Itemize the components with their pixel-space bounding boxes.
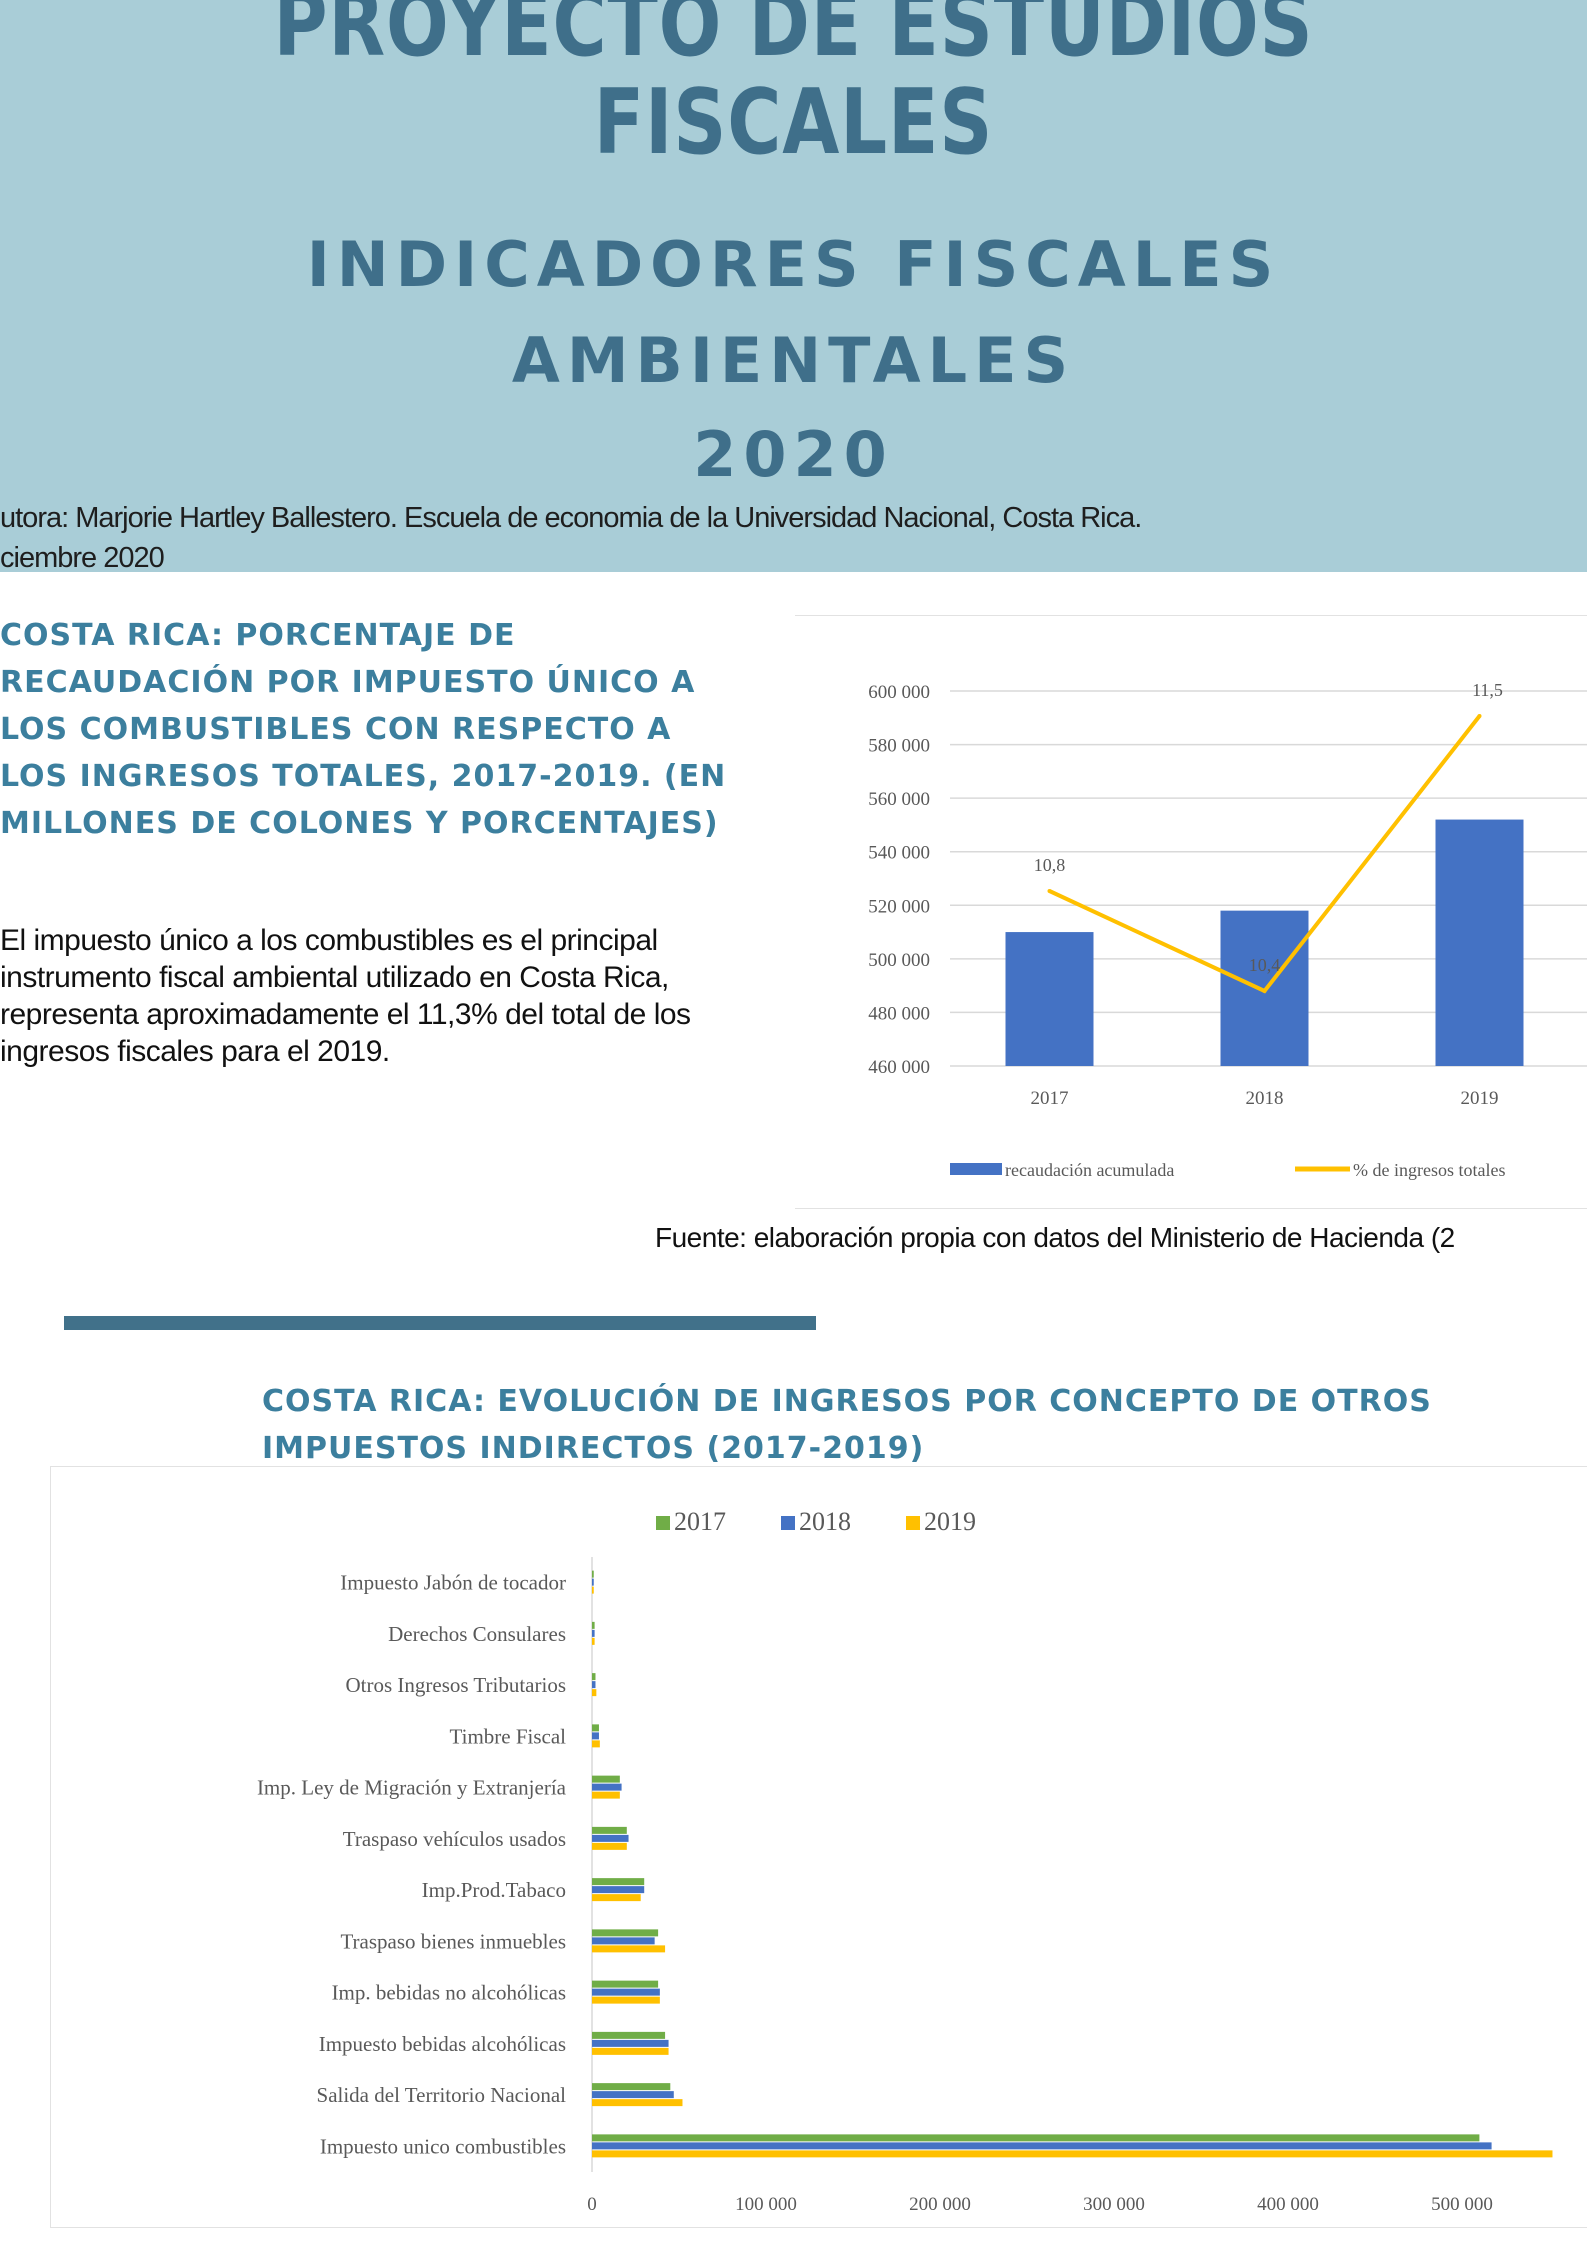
bar bbox=[592, 1988, 660, 1996]
category-label: Timbre Fiscal bbox=[450, 1724, 567, 1748]
bar bbox=[592, 2031, 666, 2039]
bar bbox=[592, 1740, 600, 1748]
line-point bbox=[1262, 989, 1267, 993]
bar bbox=[592, 1842, 627, 1850]
legend-swatch bbox=[906, 1516, 920, 1530]
x-tick-label: 0 bbox=[587, 2194, 597, 2215]
x-tick-label: 200 000 bbox=[909, 2194, 971, 2215]
date-line: ciembre 2020 bbox=[0, 542, 165, 574]
category-label: Impuesto unico combustibles bbox=[320, 2134, 566, 2158]
bar bbox=[592, 1929, 659, 1937]
section1-title: COSTA RICA: PORCENTAJE DE RECAUDACIÓN PO… bbox=[0, 618, 727, 841]
bar bbox=[592, 1886, 645, 1894]
bar bbox=[592, 2134, 1480, 2142]
bar bbox=[592, 1621, 595, 1629]
section2-title: COSTA RICA: EVOLUCIÓN DE INGRESOS POR CO… bbox=[262, 1384, 1432, 1466]
bar bbox=[592, 1834, 629, 1842]
subtitle-year: 2020 bbox=[693, 418, 894, 491]
bar bbox=[592, 1586, 594, 1594]
bar bbox=[592, 1996, 660, 2004]
category-label: Imp. Ley de Migración y Extranjería bbox=[257, 1776, 567, 1800]
line-point bbox=[1477, 714, 1482, 718]
source-note: Fuente: elaboración propia con datos del… bbox=[655, 1222, 1455, 1253]
bar bbox=[592, 1878, 645, 1886]
bar bbox=[592, 1578, 594, 1586]
legend-swatch bbox=[781, 1516, 795, 1530]
bar bbox=[592, 1894, 641, 1902]
bar bbox=[592, 2083, 671, 2091]
data-label: 10,4 bbox=[1249, 955, 1281, 975]
bar bbox=[592, 1637, 595, 1645]
title-line-1: PROYECTO DE ESTUDIOS bbox=[273, 0, 1314, 77]
x-tick-label: 2018 bbox=[1246, 1088, 1284, 1109]
author-line: utora: Marjorie Hartley Ballestero. Escu… bbox=[0, 502, 1142, 534]
y-tick-label: 480 000 bbox=[868, 1003, 930, 1024]
section1-body: El impuesto único a los combustibles es … bbox=[0, 924, 691, 1068]
bar bbox=[592, 1570, 594, 1578]
bar bbox=[592, 2150, 1553, 2158]
y-tick-label: 500 000 bbox=[868, 950, 930, 971]
category-label: Traspaso vehículos usados bbox=[343, 1827, 566, 1851]
bar bbox=[592, 1673, 596, 1681]
bar bbox=[1005, 932, 1094, 1066]
chart-indirect-taxes-box: 2017 2018 2019 0 100 000 200 000 300 000 400 00… bbox=[50, 1466, 1587, 2228]
bar bbox=[592, 1826, 627, 1834]
bar bbox=[592, 1945, 666, 1953]
chart-fuel-tax: 460 000 480 000 500 000 520 000 540 000 560 0… bbox=[868, 680, 1587, 1180]
legend-label: 2017 bbox=[674, 1507, 726, 1536]
section-divider bbox=[64, 1316, 816, 1330]
y-tick-label: 460 000 bbox=[868, 1057, 930, 1078]
y-tick-label: 600 000 bbox=[868, 682, 930, 703]
chart-fuel-tax-box: 460 000 480 000 500 000 520 000 540 000 560 0… bbox=[795, 615, 1587, 1209]
bar bbox=[592, 1791, 620, 1799]
bar bbox=[592, 1689, 597, 1697]
data-label: 11,5 bbox=[1472, 680, 1503, 700]
category-label: Impuesto Jabón de tocador bbox=[340, 1571, 566, 1595]
x-tick-label: 2019 bbox=[1461, 1088, 1499, 1109]
category-label: Imp.Prod.Tabaco bbox=[422, 1878, 566, 1902]
category-label: Otros Ingresos Tributarios bbox=[345, 1673, 566, 1697]
data-label: 10,8 bbox=[1034, 855, 1066, 875]
subtitle-line-2: AMBIENTALES bbox=[511, 324, 1076, 397]
legend-swatch bbox=[656, 1516, 670, 1530]
legend-label: 2018 bbox=[799, 1507, 851, 1536]
title-line-2: FISCALES bbox=[593, 70, 994, 175]
category-label: Imp. bebidas no alcohólicas bbox=[332, 1981, 566, 2005]
subtitle-line-1: INDICADORES FISCALES bbox=[306, 228, 1281, 301]
category-label: Salida del Territorio Nacional bbox=[317, 2083, 567, 2107]
line-point bbox=[1047, 889, 1052, 893]
category-label: Traspaso bienes inmuebles bbox=[340, 1929, 566, 1953]
bar bbox=[1435, 819, 1524, 1066]
bar bbox=[592, 1681, 596, 1689]
y-tick-label: 520 000 bbox=[868, 896, 930, 917]
bar bbox=[592, 2142, 1492, 2150]
report-header: PROYECTO DE ESTUDIOS FISCALES INDICADORE… bbox=[0, 0, 1587, 574]
bar bbox=[592, 1732, 599, 1740]
bar bbox=[592, 1783, 622, 1791]
bar bbox=[592, 1980, 659, 1988]
y-tick-label: 540 000 bbox=[868, 843, 930, 864]
bar bbox=[592, 1775, 620, 1783]
chart-indirect-taxes: 2017 2018 2019 0 100 000 200 000 300 000 400 00… bbox=[257, 1507, 1553, 2215]
legend-swatch-bar bbox=[950, 1163, 1002, 1175]
bar bbox=[592, 2039, 669, 2047]
bar bbox=[592, 2099, 683, 2107]
x-tick-label: 400 000 bbox=[1257, 2194, 1319, 2215]
legend-label: % de ingresos totales bbox=[1353, 1160, 1505, 1180]
y-tick-label: 580 000 bbox=[868, 736, 930, 757]
legend-label: 2019 bbox=[924, 1507, 976, 1536]
x-tick-label: 2017 bbox=[1031, 1088, 1069, 1109]
x-tick-label: 100 000 bbox=[735, 2194, 797, 2215]
bar bbox=[592, 2091, 674, 2099]
legend-label: recaudación acumulada bbox=[1005, 1160, 1174, 1180]
bar bbox=[592, 1629, 595, 1637]
bar bbox=[592, 2047, 669, 2055]
category-label: Derechos Consulares bbox=[388, 1622, 566, 1646]
category-label: Impuesto bebidas alcohólicas bbox=[319, 2032, 566, 2056]
x-tick-label: 500 000 bbox=[1431, 2194, 1493, 2215]
bar bbox=[592, 1937, 655, 1945]
bar bbox=[592, 1724, 599, 1732]
x-tick-label: 300 000 bbox=[1083, 2194, 1145, 2215]
y-tick-label: 560 000 bbox=[868, 789, 930, 810]
